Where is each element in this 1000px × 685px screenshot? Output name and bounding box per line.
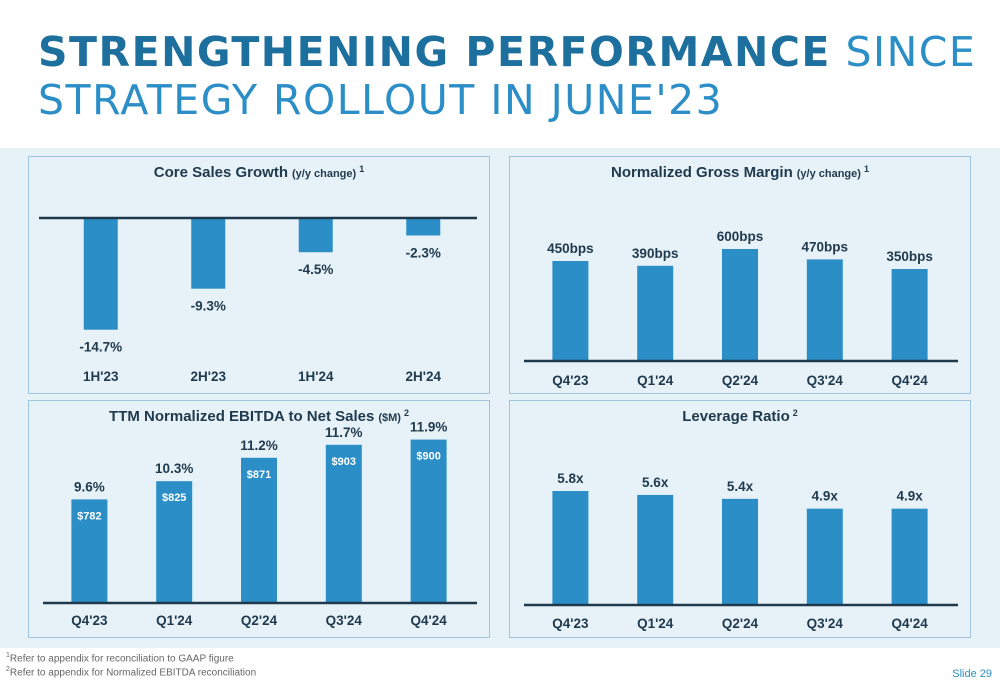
- bar-Q3'24: [806, 259, 843, 361]
- bar-1H'23: [83, 218, 118, 330]
- tick-label: Q4'23: [71, 613, 108, 628]
- gross-margin-chart: Normalized Gross Margin (y/y change) 1 450b…: [524, 164, 958, 388]
- bar-Q2'24: [722, 249, 758, 361]
- bar-Q1'24: [637, 494, 674, 605]
- tick-label: 1H'24: [298, 369, 334, 384]
- tick-label: Q2'24: [241, 613, 278, 628]
- chart-title: Leverage Ratio 2: [682, 408, 798, 425]
- data-label: 4.9x: [812, 489, 839, 504]
- bar-Q1'24: [637, 265, 674, 361]
- tick-label: Q1'24: [637, 373, 674, 388]
- page-title: STRENGTHENING PERFORMANCE SINCE STRATEGY…: [38, 28, 978, 124]
- core-sales-growth-chart: Core Sales Growth (y/y change) 1 -14.7% 1H'2…: [39, 164, 477, 384]
- tick-label: 2H'23: [191, 369, 227, 384]
- data-label: 470bps: [802, 239, 849, 254]
- tick-label: 2H'24: [406, 369, 442, 384]
- gross-margin-panel: Normalized Gross Margin (y/y change) 1 450b…: [509, 156, 971, 394]
- bar-inner-label: $903: [332, 456, 356, 468]
- bar-2H'24: [406, 218, 441, 236]
- data-label: 4.9x: [896, 489, 923, 504]
- bar-Q2'24: [722, 498, 758, 605]
- data-label: -9.3%: [191, 299, 226, 314]
- chart-title: Core Sales Growth (y/y change) 1: [154, 164, 364, 181]
- tick-label: Q3'24: [326, 613, 363, 628]
- data-label: 11.9%: [410, 420, 448, 435]
- data-label: 9.6%: [74, 479, 105, 494]
- data-label: 390bps: [632, 246, 679, 261]
- bar-inner-label: $871: [247, 469, 271, 481]
- tick-label: Q3'24: [807, 373, 844, 388]
- slide-number: Slide 29: [952, 668, 992, 680]
- bar-Q4'24: [891, 269, 928, 361]
- bar-inner-label: $825: [162, 492, 186, 504]
- bar-inner-label: $782: [77, 510, 101, 522]
- data-label: 450bps: [547, 241, 594, 256]
- title-bold: STRENGTHENING PERFORMANCE: [38, 28, 831, 76]
- footnote-1: 1Refer to appendix for reconciliation to…: [6, 652, 234, 665]
- bar-Q4'23: [71, 499, 108, 603]
- bar-Q4'24: [410, 439, 447, 603]
- bar-Q2'24: [241, 457, 277, 603]
- tick-label: 1H'23: [83, 369, 119, 384]
- bar-1H'24: [298, 218, 333, 253]
- leverage-panel: Leverage Ratio 2 5.8x Q4'23 5.6x Q1'24 5.4x Q2'…: [509, 400, 971, 638]
- chart-title: Normalized Gross Margin (y/y change) 1: [611, 164, 869, 181]
- chart-title: TTM Normalized EBITDA to Net Sales ($M) 2: [109, 408, 409, 425]
- title-line2: STRATEGY ROLLOUT IN JUNE'23: [38, 76, 724, 124]
- bar-Q4'24: [891, 508, 928, 605]
- bar-Q1'24: [156, 481, 193, 603]
- data-label: 5.4x: [727, 479, 754, 494]
- data-label: -14.7%: [79, 340, 122, 355]
- bar-2H'23: [191, 218, 226, 289]
- data-label: 11.2%: [240, 438, 278, 453]
- tick-label: Q4'24: [891, 616, 928, 631]
- core-sales-growth-panel: Core Sales Growth (y/y change) 1 -14.7% 1H'2…: [28, 156, 490, 394]
- tick-label: Q2'24: [722, 616, 759, 631]
- leverage-chart: Leverage Ratio 2 5.8x Q4'23 5.6x Q1'24 5.4x Q2'…: [524, 408, 958, 631]
- tick-label: Q4'24: [410, 613, 447, 628]
- ebitda-chart: TTM Normalized EBITDA to Net Sales ($M) 2 9…: [43, 408, 477, 628]
- data-label: 5.8x: [557, 471, 584, 486]
- data-label: 600bps: [717, 229, 764, 244]
- title-rest: SINCE: [845, 28, 977, 76]
- data-label: 350bps: [886, 249, 933, 264]
- bar-Q4'23: [552, 491, 589, 605]
- footnote-2: 2Refer to appendix for Normalized EBITDA…: [6, 666, 257, 679]
- data-label: -4.5%: [298, 262, 333, 277]
- tick-label: Q2'24: [722, 373, 759, 388]
- data-label: -2.3%: [406, 245, 441, 260]
- bar-Q3'24: [806, 508, 843, 605]
- tick-label: Q4'24: [891, 373, 928, 388]
- tick-label: Q1'24: [156, 613, 193, 628]
- data-label: 5.6x: [642, 475, 669, 490]
- bar-Q4'23: [552, 261, 589, 361]
- tick-label: Q4'23: [552, 616, 589, 631]
- bar-Q3'24: [325, 444, 362, 603]
- bar-inner-label: $900: [416, 451, 440, 463]
- tick-label: Q3'24: [807, 616, 844, 631]
- tick-label: Q4'23: [552, 373, 589, 388]
- data-label: 11.7%: [325, 425, 363, 440]
- tick-label: Q1'24: [637, 616, 674, 631]
- data-label: 10.3%: [155, 461, 193, 476]
- ebitda-panel: TTM Normalized EBITDA to Net Sales ($M) 2 9…: [28, 400, 490, 638]
